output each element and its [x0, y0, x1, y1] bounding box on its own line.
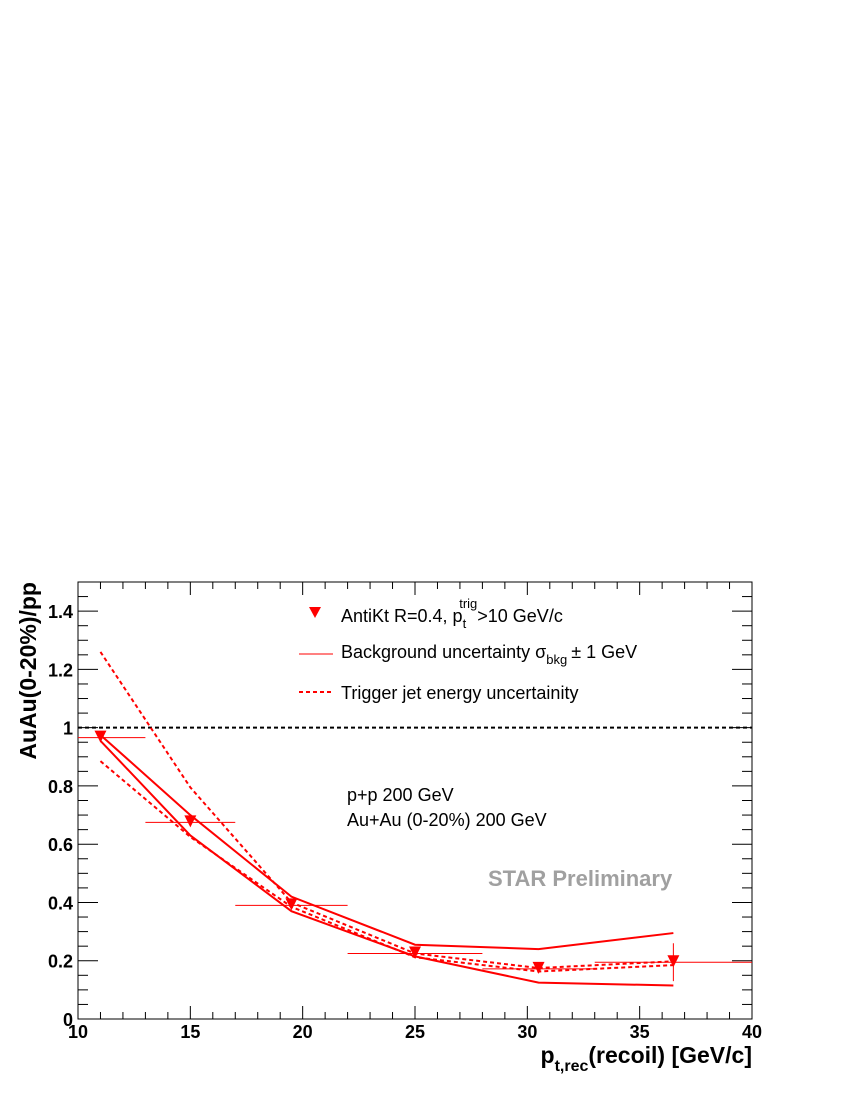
- star-preliminary-label: STAR Preliminary: [488, 866, 673, 891]
- x-axis-label-rest: (recoil) [GeV/c]: [588, 1042, 752, 1068]
- background-uncertainty-lower-line: [99, 740, 674, 987]
- legend-entry-2-sub: bkg: [546, 652, 567, 667]
- y-tick-label: 1: [63, 719, 73, 739]
- legend-entry-1-sup: trig: [459, 596, 477, 611]
- y-tick-label: 0.2: [48, 952, 73, 972]
- legend-marker-triangle: [309, 607, 321, 618]
- data-point-marker: [94, 730, 107, 743]
- x-tick-label: 35: [630, 1022, 650, 1042]
- data-point-marker: [184, 815, 197, 828]
- x-axis: 10 15 20 25 30 35 40: [68, 582, 762, 1042]
- annotation-pp: p+p 200 GeV: [347, 785, 454, 805]
- y-axis-label: AuAu(0-20%)/pp: [15, 582, 41, 760]
- series-layer: [78, 651, 752, 987]
- x-tick-label: 30: [517, 1022, 537, 1042]
- y-tick-label: 0.6: [48, 835, 73, 855]
- x-axis-label: pt,rec(recoil) [GeV/c]: [541, 1042, 752, 1075]
- x-tick-label: 25: [405, 1022, 425, 1042]
- x-tick-label: 15: [180, 1022, 200, 1042]
- y-tick-label: 0.8: [48, 777, 73, 797]
- annotation-auau: Au+Au (0-20%) 200 GeV: [347, 810, 547, 830]
- x-axis-label-sub: t,rec: [555, 1058, 589, 1075]
- background-uncertainty-upper-line: [99, 734, 674, 951]
- y-tick-label: 0: [63, 1010, 73, 1030]
- legend-entry-3: Trigger jet energy uncertainity: [341, 683, 578, 703]
- legend-entry-1-tail: >10 GeV/c: [477, 606, 563, 626]
- legend-entry-1-sub: t: [463, 616, 467, 631]
- y-tick-label: 1.2: [48, 660, 73, 680]
- x-axis-label-main: p: [541, 1042, 555, 1068]
- x-tick-label: 40: [742, 1022, 762, 1042]
- trigger-uncertainty-upper-line: [99, 651, 674, 970]
- legend-entry-2-tail: ± 1 GeV: [571, 642, 637, 662]
- y-tick-label: 0.4: [48, 893, 73, 913]
- legend: AntiKt R=0.4, pttrig>10 GeV/c Background…: [299, 596, 637, 703]
- data-point-marker: [285, 898, 298, 911]
- x-tick-label: 10: [68, 1022, 88, 1042]
- data-point-marker: [409, 946, 421, 959]
- x-tick-label: 20: [293, 1022, 313, 1042]
- data-point-marker: [532, 961, 545, 974]
- y-axis: 0 0.2 0.4 0.6 0.8 1 1.2 1.4: [48, 581, 752, 1030]
- y-tick-label: 1.4: [48, 602, 73, 622]
- legend-entry-2: Background uncertainty σbkg ± 1 GeV: [341, 642, 637, 667]
- data-point-marker: [667, 955, 680, 968]
- legend-entry-1: AntiKt R=0.4, pttrig>10 GeV/c: [341, 596, 563, 631]
- trigger-uncertainty-lower-line: [99, 760, 674, 973]
